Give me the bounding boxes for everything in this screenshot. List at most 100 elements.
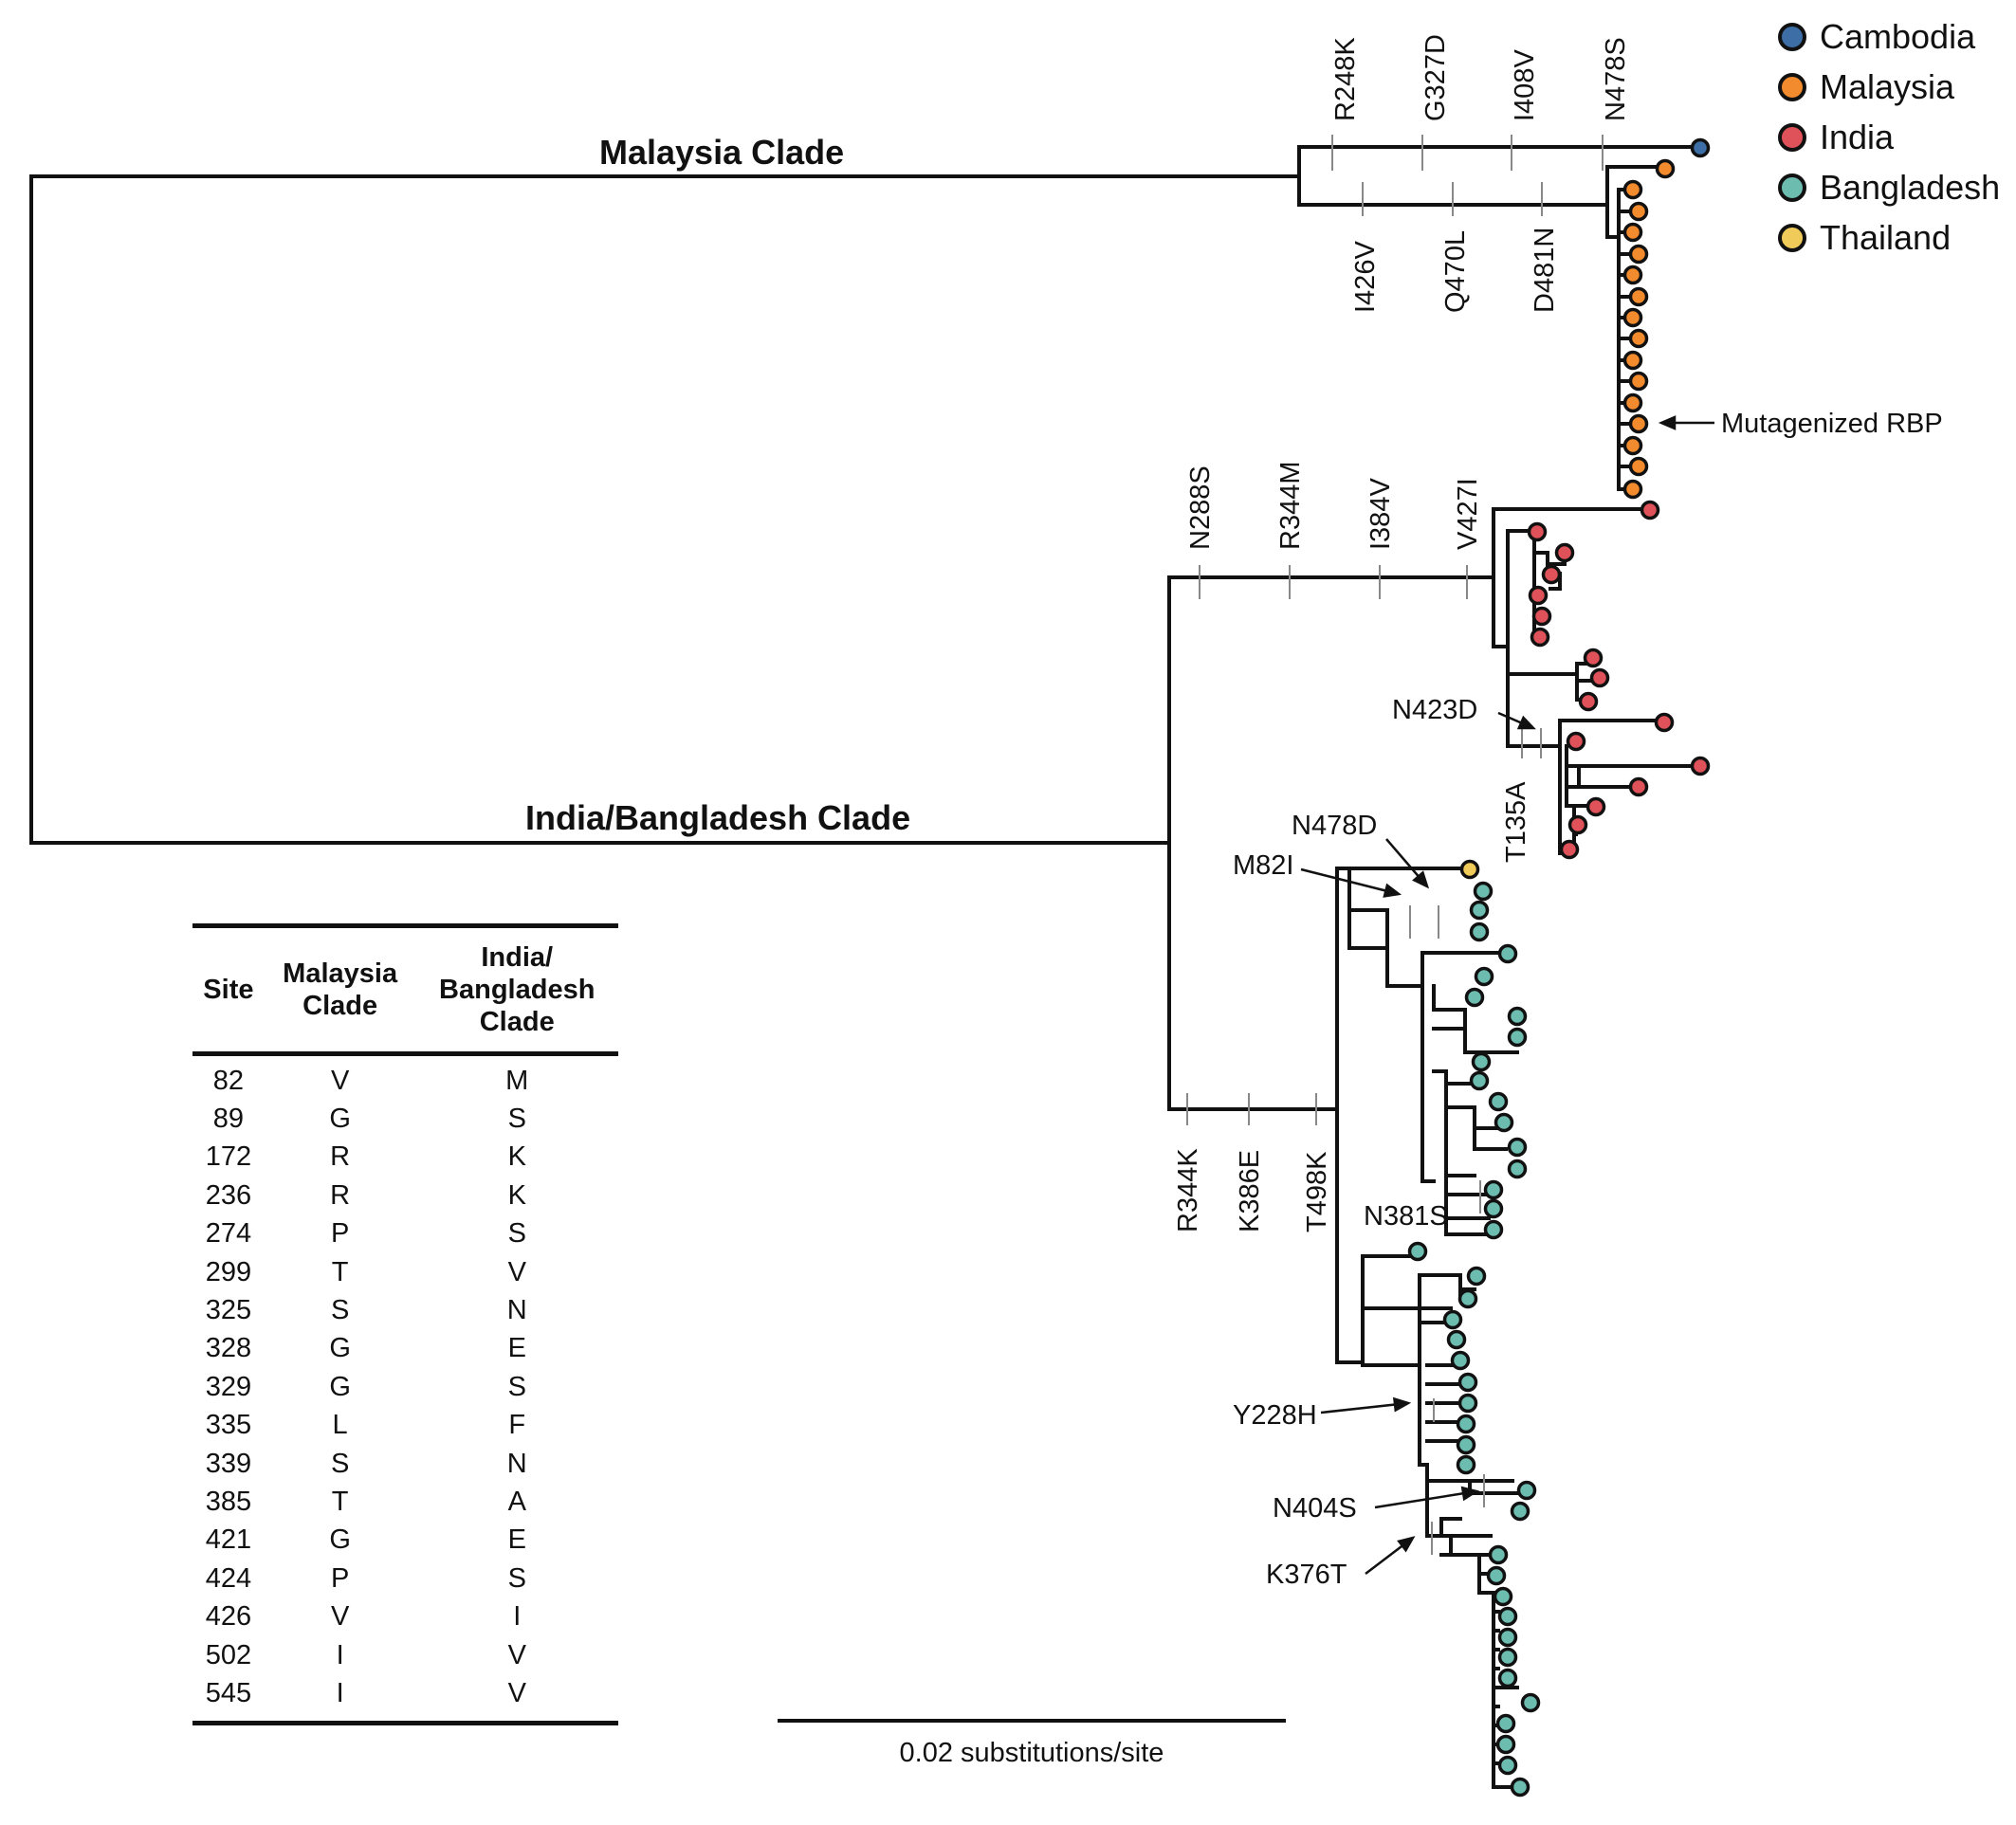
mutation-label: Q470L xyxy=(1440,230,1471,313)
mutation-label: N404S xyxy=(1273,1493,1357,1524)
table-row: 82 V M xyxy=(192,1054,618,1101)
arrowhead-icon xyxy=(1516,715,1536,730)
india-bangladesh-residue-cell: F xyxy=(508,1410,526,1441)
tip-marker xyxy=(1622,479,1643,500)
tip-marker xyxy=(1442,1309,1463,1330)
tip-marker xyxy=(1690,137,1711,158)
tip-marker xyxy=(1497,1627,1518,1648)
site-cell: 89 xyxy=(212,1104,245,1135)
mutation-label: N478D xyxy=(1292,811,1377,841)
tip-marker xyxy=(1527,521,1548,542)
tip-marker xyxy=(1483,1179,1504,1200)
tree-branch xyxy=(1420,984,1436,1183)
tip-marker xyxy=(1559,839,1580,860)
table-bottom-rule xyxy=(192,1721,618,1725)
tip-marker xyxy=(1622,307,1643,328)
india-bangladesh-residue-cell: E xyxy=(507,1333,526,1364)
site-cell: 424 xyxy=(205,1562,252,1594)
tip-marker xyxy=(1407,1241,1428,1262)
mutation-label: R344M xyxy=(1275,462,1306,551)
malaysia-residue-cell: I xyxy=(336,1639,344,1670)
tip-marker xyxy=(1622,222,1643,243)
mutation-label: Y228H xyxy=(1233,1400,1317,1431)
scale-bar xyxy=(778,1719,1286,1723)
tip-marker xyxy=(1457,1393,1478,1414)
malaysia-residue-cell: S xyxy=(330,1295,350,1326)
header-site: Site xyxy=(203,975,254,1005)
site-cell: 328 xyxy=(205,1333,252,1364)
tree-branch xyxy=(1439,1517,1462,1538)
tip-marker xyxy=(1622,392,1643,413)
mutation-label: G327D xyxy=(1420,34,1451,121)
tip-marker xyxy=(1486,1565,1507,1586)
tip-marker xyxy=(1471,1051,1492,1072)
tip-marker xyxy=(1446,1329,1467,1350)
tip-marker xyxy=(1495,1713,1516,1734)
tip-marker xyxy=(1497,1606,1518,1627)
mutation-label: T135A xyxy=(1501,781,1531,863)
header-malaysia-clade: Malaysia Clade xyxy=(283,958,398,1021)
scale-bar-label: 0.02 substitutions/site xyxy=(899,1738,1164,1768)
malaysia-residue-cell: V xyxy=(330,1065,350,1096)
tip-marker xyxy=(1507,1006,1528,1027)
header-india-bangladesh-clade: India/Bangladesh Clade xyxy=(439,942,596,1037)
mutation-label: M82I xyxy=(1233,850,1293,881)
india-bangladesh-residue-cell: V xyxy=(507,1677,526,1708)
site-cell: 299 xyxy=(205,1256,252,1287)
annotation-arrow xyxy=(1300,867,1400,896)
table-row: 385 T A xyxy=(192,1483,618,1521)
legend-label: Thailand xyxy=(1820,217,1952,257)
mutation-label: V427I xyxy=(1453,478,1483,550)
mutation-label: N381S xyxy=(1364,1201,1448,1232)
tip-marker xyxy=(1457,1372,1478,1393)
india-bangladesh-residue-cell: K xyxy=(507,1179,526,1211)
malaysia-clade-label: Malaysia Clade xyxy=(599,133,845,172)
legend-label: Cambodia xyxy=(1820,16,1976,56)
india-bangladesh-residue-cell: E xyxy=(507,1524,526,1556)
malaysia-residue-cell: P xyxy=(330,1562,350,1594)
tree-branch xyxy=(1506,529,1536,648)
tip-marker xyxy=(1622,179,1643,200)
annotation-arrow xyxy=(1374,1489,1477,1509)
tree-branch xyxy=(1425,1479,1524,1495)
india-bangladesh-residue-cell: A xyxy=(507,1486,526,1517)
tip-marker xyxy=(1497,1755,1518,1776)
india-bangladesh-residue-cell: S xyxy=(507,1218,526,1250)
legend-label: India xyxy=(1820,117,1895,156)
tip-marker xyxy=(1456,1454,1476,1475)
tree-branch xyxy=(1473,1126,1508,1151)
india-bangladesh-residue-cell: V xyxy=(507,1639,526,1670)
tip-marker xyxy=(1497,1668,1518,1688)
site-cell: 426 xyxy=(205,1601,252,1633)
tip-marker xyxy=(1466,1266,1487,1287)
tip-marker xyxy=(1469,900,1490,921)
table-row: 89 G S xyxy=(192,1100,618,1138)
tip-marker xyxy=(1459,859,1480,880)
tree-branch xyxy=(1418,1363,1429,1467)
table-header-row: Site Malaysia Clade India/Bangladesh Clade xyxy=(192,925,618,1054)
tip-marker xyxy=(1464,987,1485,1008)
tip-marker xyxy=(1516,1480,1537,1501)
mutation-label: I384V xyxy=(1365,478,1396,550)
annotation-arrow xyxy=(1320,1401,1409,1414)
site-cell: 502 xyxy=(205,1639,252,1670)
malaysia-residue-cell: G xyxy=(329,1104,351,1135)
tree-branch xyxy=(1444,1069,1481,1086)
tip-marker xyxy=(1690,756,1711,776)
india-bangladesh-residue-cell: S xyxy=(507,1371,526,1402)
mutation-label: R344K xyxy=(1173,1148,1203,1232)
tip-marker xyxy=(1622,435,1643,456)
mutation-label: K376T xyxy=(1266,1560,1347,1590)
mutation-label: N423D xyxy=(1392,695,1477,725)
malaysia-marker-icon xyxy=(1778,72,1806,101)
tip-marker xyxy=(1622,265,1643,285)
malaysia-residue-cell: S xyxy=(330,1448,350,1479)
tree-branch xyxy=(1361,1360,1421,1367)
table-row: 424 P S xyxy=(192,1560,618,1597)
site-cell: 339 xyxy=(205,1448,252,1479)
tip-marker xyxy=(1628,413,1649,434)
site-cell: 545 xyxy=(205,1677,252,1708)
arrowhead-icon xyxy=(1397,1536,1416,1553)
tip-marker xyxy=(1493,1586,1513,1607)
tip-marker xyxy=(1488,1544,1509,1565)
